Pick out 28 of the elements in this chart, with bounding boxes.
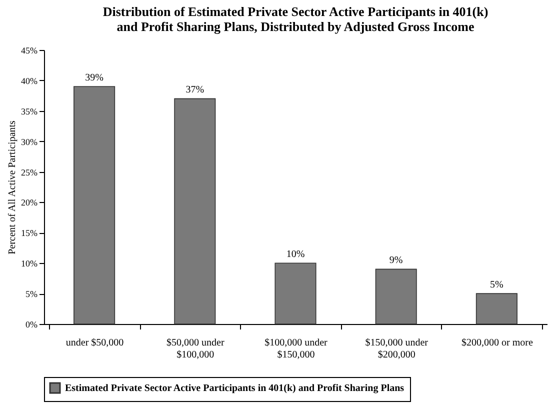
y-tick-label: 30% (21, 136, 38, 147)
y-tick-label: 40% (21, 76, 38, 86)
data-label: 5% (490, 280, 504, 291)
data-label: 9% (389, 255, 403, 266)
bar (476, 293, 518, 324)
y-tick-label: 45% (21, 46, 38, 56)
y-tick-label: 0% (26, 320, 38, 330)
y-tick-label: 10% (21, 258, 38, 269)
y-tick-label: 5% (26, 289, 38, 300)
data-label: 39% (85, 72, 104, 84)
x-tick-label: $200,000 or more (462, 338, 534, 348)
y-tick-label: 20% (21, 198, 38, 208)
x-tick-label: $150,000 under $200,000 (365, 338, 429, 360)
data-label: 37% (186, 84, 204, 96)
bar (74, 86, 116, 324)
y-tick-label: 25% (21, 167, 38, 178)
y-tick-label: 35% (21, 106, 38, 116)
bar (375, 268, 417, 324)
chart-title: Distribution of Estimated Private Sector Active Participants in 401(k) and Profit Sharing Plans, Distributed by Adjusted Gross Income (102, 4, 488, 34)
y-axis-title: Percent of All Active Participants (7, 120, 18, 254)
bar (274, 262, 316, 324)
data-label: 10% (286, 249, 305, 260)
bar (174, 98, 216, 324)
y-tick-label: 15% (21, 228, 38, 238)
x-tick-label: $100,000 under $150,000 (264, 338, 328, 360)
x-tick-label: $50,000 under $100,000 (166, 338, 225, 360)
x-tick-label: under $50,000 (66, 338, 124, 348)
legend-label: Estimated Private Sector Active Participants in 401(k) and Profit Sharing Plans (65, 383, 404, 394)
